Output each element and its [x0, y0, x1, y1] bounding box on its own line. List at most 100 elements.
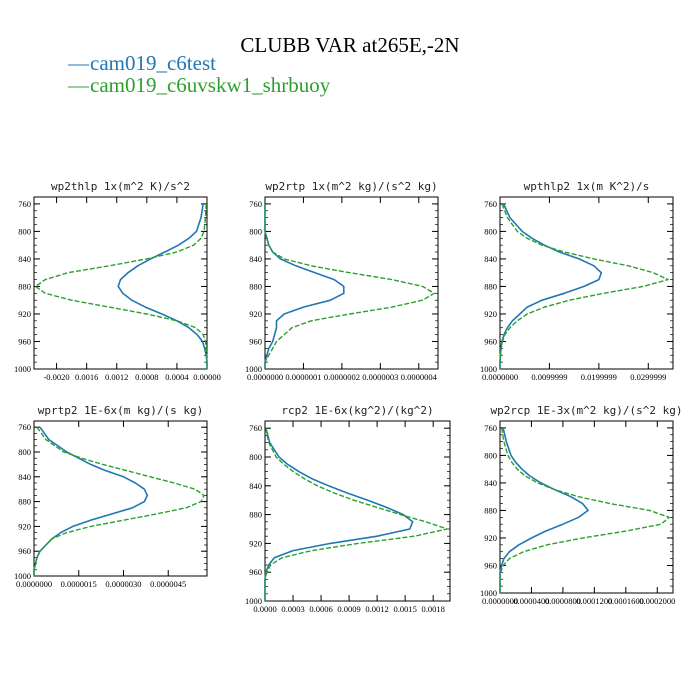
- x-tick-label: 0.0199999: [581, 372, 617, 382]
- panel-title: wp2rtp 1x(m^2 kg)/(s^2 kg): [265, 180, 437, 193]
- panel-3: wpthlp2 1x(m K^2)/s 760 800 840 880 920 960 100…: [480, 180, 674, 382]
- y-tick-label: 960: [18, 336, 31, 346]
- x-tick-label: 0.0018: [421, 604, 444, 614]
- legend-label-2: cam019_c6uvskw1_shrbuoy: [90, 73, 331, 97]
- y-tick-label: 960: [18, 546, 31, 556]
- series-line-1: [264, 203, 345, 369]
- series-line-1: [117, 203, 208, 369]
- x-tick-label: 0.0099999: [531, 372, 567, 382]
- x-tick-label: 0.0002000: [639, 596, 675, 606]
- y-tick-label: 840: [484, 254, 497, 264]
- y-tick-label: 1000: [14, 364, 31, 374]
- y-tick-label: 1000: [245, 364, 262, 374]
- x-tick-label: 0.0012: [105, 372, 128, 382]
- x-tick-label: 0.0000000: [16, 579, 52, 589]
- x-tick-label: 0.0001600: [608, 596, 644, 606]
- x-tick-label: 0.0000030: [105, 579, 141, 589]
- x-tick-label: 0.0000004: [401, 372, 438, 382]
- panel-title: wp2rcp 1E-3x(m^2 kg)/(s^2 kg): [490, 404, 682, 417]
- panel-6: wp2rcp 1E-3x(m^2 kg)/(s^2 kg) 760 800 840 88…: [480, 404, 683, 606]
- legend-marker-2: —: [67, 73, 90, 97]
- x-tick-label: 0.0000001: [285, 372, 321, 382]
- series-line-2: [33, 426, 205, 576]
- x-tick-label: 0.0299999: [630, 372, 666, 382]
- y-tick-label: 920: [249, 309, 262, 319]
- y-tick-label: 800: [249, 452, 262, 462]
- plot-frame: [264, 196, 439, 370]
- series-line-2: [264, 203, 435, 369]
- x-tick-label: 0.0000: [253, 604, 276, 614]
- x-tick-label: 0.0000800: [545, 596, 581, 606]
- panel-title: wp2thlp 1x(m^2 K)/s^2: [51, 180, 190, 193]
- y-tick-label: 880: [484, 505, 497, 515]
- y-tick-label: 760: [484, 199, 497, 209]
- legend-label-1: cam019_c6test: [90, 51, 216, 75]
- plot-frame: [499, 196, 674, 370]
- y-tick-label: 1000: [480, 364, 497, 374]
- legend-entry-1: — cam019_c6test: [67, 51, 216, 75]
- x-tick-label: 0.0012: [365, 604, 388, 614]
- panel-title: wpthlp2 1x(m K^2)/s: [524, 180, 650, 193]
- y-tick-label: 880: [484, 281, 497, 291]
- y-tick-label: 920: [18, 309, 31, 319]
- y-tick-label: 800: [18, 447, 31, 457]
- plot-frame: [33, 196, 208, 370]
- y-tick-label: 800: [249, 226, 262, 236]
- x-tick-label: 0.0001200: [576, 596, 612, 606]
- y-tick-label: 880: [249, 510, 262, 520]
- legend: — cam019_c6test — cam019_c6uvskw1_shrbuo…: [67, 51, 331, 97]
- y-tick-label: 840: [18, 472, 31, 482]
- series-line-1: [499, 203, 603, 369]
- y-tick-label: 880: [18, 497, 31, 507]
- y-tick-label: 920: [18, 521, 31, 531]
- series-line-1: [499, 427, 589, 593]
- plot-frame: [499, 420, 674, 594]
- panel-title: wprtp2 1E-6x(m kg)/(s kg): [38, 404, 204, 417]
- legend-marker-1: —: [67, 51, 90, 75]
- panel-1: wp2thlp 1x(m^2 K)/s^2 760 800 840 880 920 960 1…: [14, 180, 221, 382]
- series-line-2: [499, 427, 670, 593]
- y-tick-label: 760: [249, 199, 262, 209]
- series-line-1: [33, 426, 149, 576]
- y-tick-label: 760: [249, 423, 262, 433]
- y-tick-label: 960: [484, 560, 497, 570]
- figure-title: CLUBB VAR at265E,-2N: [240, 33, 459, 57]
- x-tick-label: 0.0008: [135, 372, 158, 382]
- series-line-1: [264, 427, 414, 601]
- y-tick-label: 1000: [245, 596, 262, 606]
- x-tick-label: 0.0009: [337, 604, 360, 614]
- y-tick-label: 760: [18, 422, 31, 432]
- x-tick-label: 0.0000000: [482, 596, 518, 606]
- y-tick-label: 840: [249, 254, 262, 264]
- series-line-2: [499, 203, 669, 369]
- y-tick-label: 800: [18, 226, 31, 236]
- x-tick-label: 0.0000000: [247, 372, 283, 382]
- y-tick-label: 1000: [14, 571, 31, 581]
- y-tick-label: 840: [18, 254, 31, 264]
- x-tick-label: 0.0016: [75, 372, 98, 382]
- y-tick-label: 840: [249, 481, 262, 491]
- x-tick-label: 0.0015: [393, 604, 416, 614]
- x-tick-label: 0.0003: [281, 604, 304, 614]
- y-tick-label: 960: [249, 336, 262, 346]
- legend-entry-2: — cam019_c6uvskw1_shrbuoy: [67, 73, 331, 97]
- y-tick-label: 880: [249, 281, 262, 291]
- y-tick-label: 800: [484, 450, 497, 460]
- y-tick-label: 960: [484, 336, 497, 346]
- x-tick-label: 0.0000400: [513, 596, 549, 606]
- y-tick-label: 880: [18, 281, 31, 291]
- y-tick-label: 1000: [480, 588, 497, 598]
- x-tick-label: 0.0000015: [61, 579, 97, 589]
- x-tick-label: -0.0020: [43, 372, 69, 382]
- y-tick-label: 920: [484, 309, 497, 319]
- plot-frame: [264, 420, 451, 602]
- x-tick-label: 0.0000003: [362, 372, 398, 382]
- panel-2: wp2rtp 1x(m^2 kg)/(s^2 kg)760 800 840 880 92…: [245, 180, 439, 382]
- y-tick-label: 920: [249, 538, 262, 548]
- x-tick-label: 0.0006: [309, 604, 332, 614]
- x-tick-label: 0.0000000: [482, 372, 518, 382]
- y-tick-label: 920: [484, 533, 497, 543]
- series-line-2: [34, 203, 208, 369]
- y-tick-label: 760: [18, 199, 31, 209]
